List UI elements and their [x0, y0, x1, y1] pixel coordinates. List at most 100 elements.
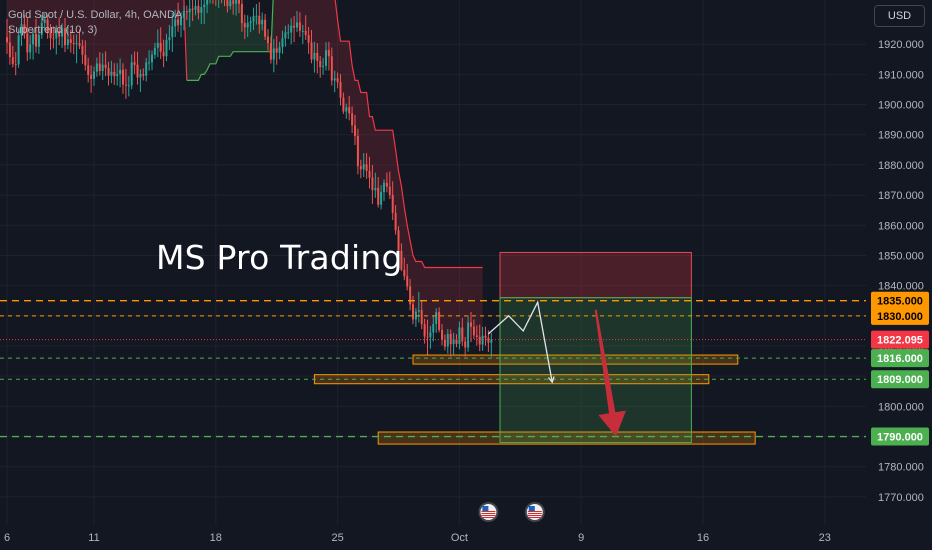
candle-body — [272, 48, 275, 60]
short-position[interactable] — [499, 251, 692, 444]
candle-body — [345, 107, 348, 112]
candle — [484, 326, 487, 346]
candle-body — [232, 0, 235, 4]
flag-stripe — [527, 515, 542, 516]
price-tick-label: 1770.000 — [878, 492, 924, 504]
candle — [467, 315, 470, 352]
candle-body — [95, 63, 98, 72]
time-tick-label: 18 — [210, 532, 222, 544]
candle-body — [127, 85, 130, 87]
candle-body — [290, 25, 293, 33]
candle — [420, 300, 423, 330]
candle-body — [342, 97, 345, 112]
price-tick-label: 1800.000 — [878, 401, 924, 413]
symbol-title[interactable]: Gold Spot / U.S. Dollar, 4h, OANDA — [8, 9, 183, 21]
candle — [458, 321, 461, 350]
candle-body — [441, 329, 443, 340]
candle — [258, 2, 261, 34]
currency-button[interactable]: USD — [874, 5, 925, 27]
candle — [377, 176, 380, 208]
candle — [11, 46, 14, 68]
indicator-legend[interactable]: Supertrend (10, 3) — [8, 24, 98, 36]
candle-body — [182, 11, 185, 18]
time-tick-label: 9 — [578, 532, 584, 544]
candle — [174, 9, 177, 37]
candle — [267, 29, 269, 51]
us-flag-icon[interactable] — [478, 502, 499, 522]
candle — [452, 332, 455, 356]
candle-body — [52, 38, 55, 40]
candle — [235, 0, 238, 16]
supertrend-fill-down — [7, 0, 187, 86]
candle-body — [452, 339, 455, 345]
candle-body — [362, 164, 365, 170]
candle — [354, 114, 356, 145]
take-profit-zone[interactable] — [499, 297, 692, 444]
candle — [403, 257, 406, 281]
candle-body — [432, 323, 435, 333]
event-markers[interactable] — [478, 502, 545, 522]
candle-body — [449, 333, 452, 345]
candle-body — [406, 276, 409, 287]
candle-body — [327, 50, 330, 57]
candle — [87, 57, 90, 83]
candle — [394, 205, 397, 235]
us-flag-icon[interactable] — [524, 502, 545, 522]
candle-body — [46, 19, 49, 33]
candle — [272, 39, 275, 73]
candle-body — [348, 107, 351, 114]
candle-body — [194, 5, 197, 10]
candle-body — [81, 45, 84, 55]
supertrend-fill-up — [186, 0, 274, 81]
candle-body — [156, 42, 159, 48]
candle-body — [414, 311, 417, 320]
candle-body — [66, 39, 69, 46]
zone-rectangle[interactable] — [377, 431, 756, 445]
level-lines — [0, 300, 866, 438]
projection-path[interactable] — [487, 300, 553, 383]
candle — [388, 171, 391, 200]
drawing-layer[interactable] — [487, 300, 626, 437]
candle — [304, 15, 307, 40]
candle — [98, 52, 101, 76]
candle-body — [206, 0, 209, 5]
flag-canton — [482, 506, 489, 511]
price-label-text: 1830.000 — [877, 311, 923, 323]
candle — [374, 172, 377, 198]
candle — [78, 29, 81, 50]
candle — [101, 53, 104, 81]
candle — [359, 159, 362, 179]
candle — [383, 179, 385, 201]
candle-body — [104, 64, 107, 69]
candle — [298, 12, 301, 37]
candle-body — [429, 332, 432, 338]
candle — [472, 319, 475, 340]
price-label-text: 1822.095 — [877, 335, 923, 347]
candle — [90, 65, 93, 93]
candle-body — [101, 64, 104, 72]
candle-body — [356, 135, 359, 167]
candle — [322, 58, 325, 75]
stop-loss-zone[interactable] — [499, 251, 692, 299]
candle — [148, 50, 151, 71]
candle-body — [467, 322, 470, 348]
candle — [64, 17, 66, 53]
time-axis[interactable]: 6 11 18 25 Oct 9 16 23 — [4, 532, 831, 544]
candle-body — [197, 5, 200, 13]
candle — [165, 33, 168, 62]
down-arrow[interactable] — [594, 309, 626, 437]
candle — [130, 54, 133, 90]
candle-body — [464, 341, 467, 348]
candle-body — [475, 335, 478, 337]
candle — [342, 92, 345, 114]
time-tick-label: 6 — [4, 532, 10, 544]
candle — [336, 72, 339, 89]
candle-body — [110, 71, 113, 76]
candle — [449, 329, 452, 357]
candle — [287, 24, 290, 40]
candle-body — [478, 336, 481, 345]
zone-rectangle[interactable] — [412, 354, 739, 365]
candle-body — [72, 42, 75, 45]
candle — [284, 25, 287, 47]
